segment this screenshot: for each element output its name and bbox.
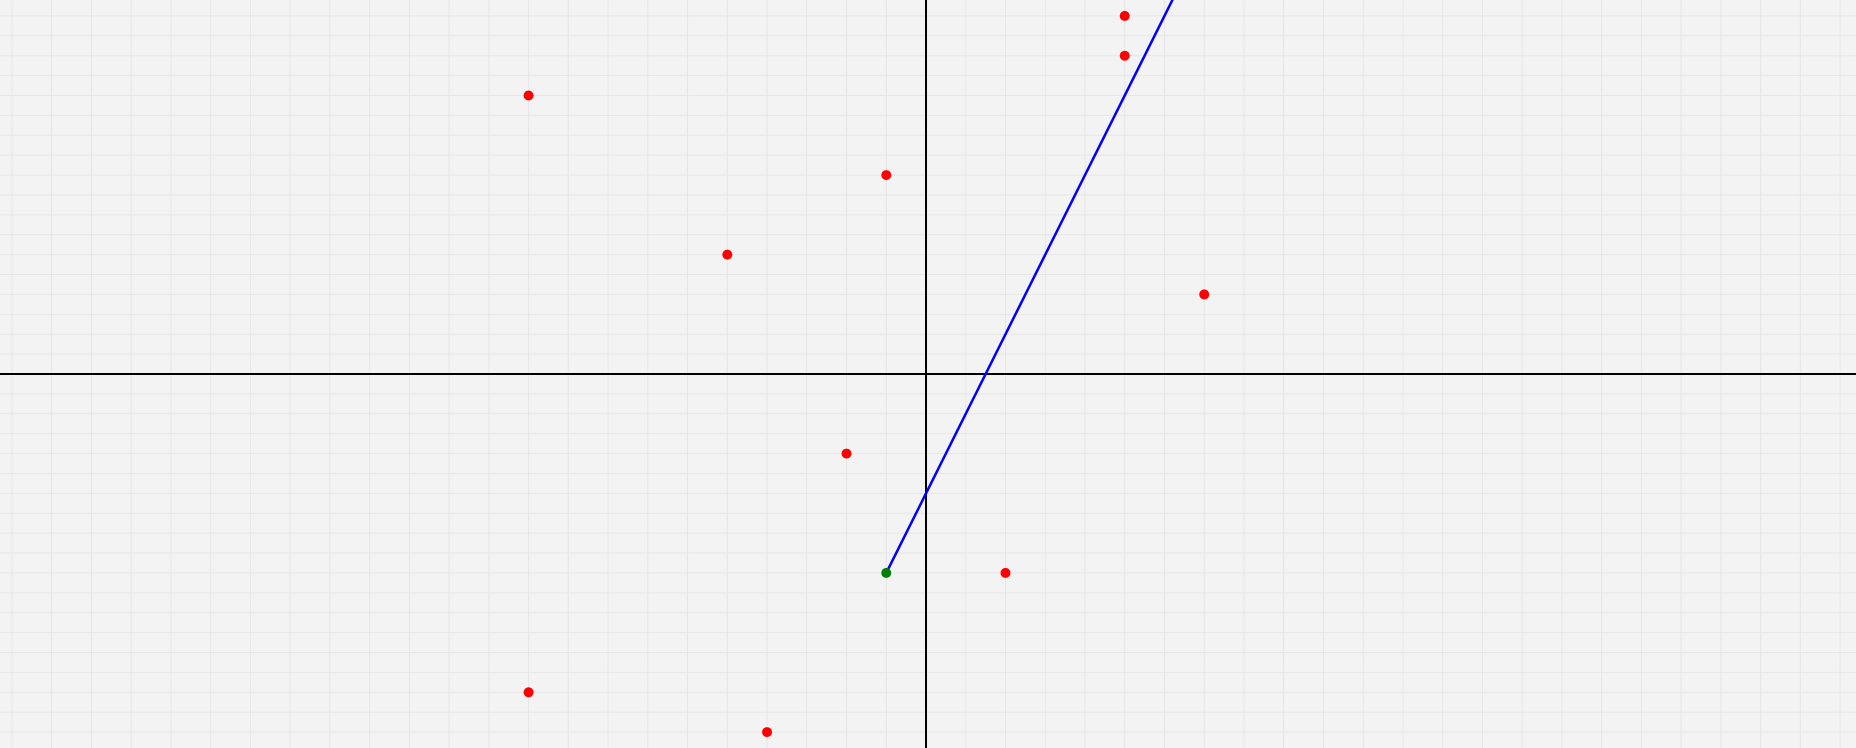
scatter-point: [523, 90, 534, 101]
scatter-point: [881, 170, 892, 181]
scatter-point: [523, 687, 534, 698]
scatter-point: [762, 727, 773, 738]
line-series: [885, 0, 1174, 574]
scatter-point: [1000, 567, 1011, 578]
scatter-point: [1199, 289, 1210, 300]
scatter-point: [1119, 10, 1130, 21]
start-point: [881, 567, 892, 578]
scatter-point: [1119, 50, 1130, 61]
trajectory-line: [885, 0, 1174, 574]
scatter-point: [841, 448, 852, 459]
scatter-points: [523, 10, 1210, 738]
scatter-point: [722, 249, 733, 260]
